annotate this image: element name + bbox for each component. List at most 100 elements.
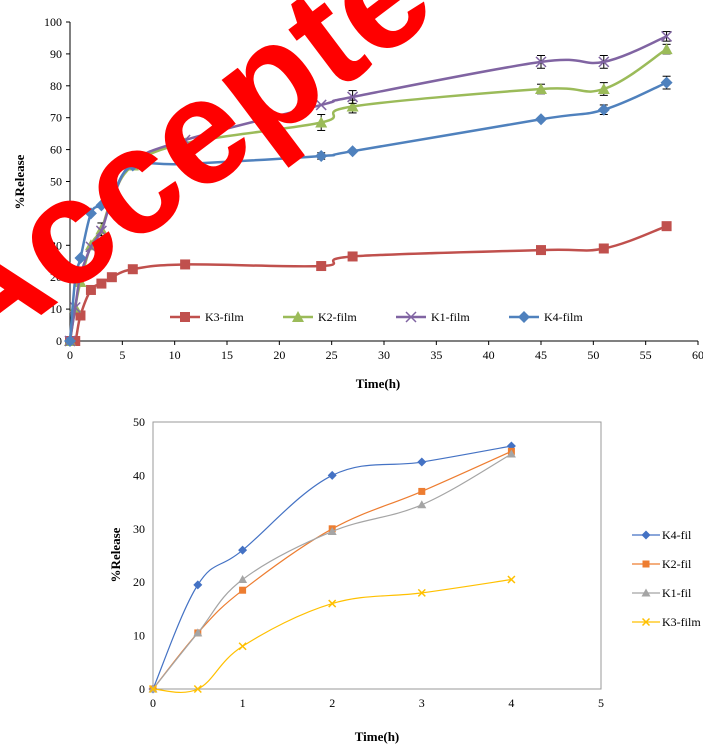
- legend-item-k2-fil: K2-fil: [632, 557, 692, 571]
- x-tick-label: 4: [508, 696, 514, 710]
- legend-label: K3-film: [205, 310, 244, 324]
- marker-stroke: [417, 588, 426, 597]
- chart1-x-ticks: 0 5 10 15 20 25 30 35 40 45 50 55 60: [67, 341, 703, 362]
- release-chart-long-term: 0 10 20 30 40 50 60 70 80 90 100 0 5 10 15 20 25 30 35 40 4…: [12, 15, 703, 391]
- y-tick-label: 0: [56, 334, 62, 348]
- data-point: [74, 252, 87, 265]
- chart2-series: [148, 441, 516, 694]
- chart1-y-axis-title: %Release: [12, 154, 27, 209]
- chart2-y-axis-title: %Release: [108, 527, 123, 582]
- data-point: [661, 221, 672, 232]
- data-point: [327, 470, 337, 480]
- marker-stroke: [507, 575, 516, 584]
- marker-stroke: [328, 599, 337, 608]
- x-tick-label: 10: [169, 348, 181, 362]
- data-point: [506, 449, 516, 458]
- legend-marker: [641, 588, 651, 597]
- data-point: [535, 82, 547, 94]
- y-tick-label: 20: [50, 270, 62, 284]
- marker-stroke: [347, 91, 359, 103]
- data-point: [179, 137, 192, 149]
- data-point: [95, 199, 108, 212]
- x-tick-label: 0: [150, 696, 156, 710]
- legend-marker: [641, 617, 651, 627]
- chart1-legend: K3-film K2-film K1-film K4-film: [170, 310, 583, 324]
- data-point: [660, 76, 673, 89]
- series-line: [152, 445, 512, 690]
- data-point: [193, 580, 203, 590]
- data-point: [347, 251, 358, 262]
- y-tick-label: 20: [133, 575, 145, 589]
- data-point: [660, 43, 673, 55]
- chart2-x-axis-title: Time(h): [355, 729, 400, 744]
- x-tick-label: 5: [598, 696, 604, 710]
- legend-marker: [180, 312, 190, 322]
- data-point: [535, 56, 547, 68]
- data-point: [238, 575, 248, 584]
- data-point: [179, 157, 192, 170]
- data-point: [328, 599, 337, 608]
- marker-stroke: [85, 241, 97, 253]
- data-point: [126, 159, 139, 172]
- data-point: [180, 259, 191, 270]
- y-tick-label: 10: [50, 302, 62, 316]
- x-tick-label: 60: [692, 348, 703, 362]
- x-tick-label: 5: [119, 348, 125, 362]
- y-tick-label: 40: [50, 206, 62, 220]
- y-tick-label: 10: [133, 629, 145, 643]
- marker-stroke: [179, 134, 191, 146]
- chart1-y-ticks: 0 10 20 30 40 50 60 70 80 90 100: [44, 15, 70, 348]
- x-tick-label: 2: [329, 696, 335, 710]
- chart1-series: [64, 30, 673, 347]
- data-point: [315, 116, 328, 128]
- data-point: [316, 261, 327, 272]
- marker-stroke: [148, 684, 158, 694]
- chart2-x-ticks: 0 1 2 3 4 5: [150, 696, 604, 710]
- data-point: [417, 457, 427, 467]
- data-point: [536, 245, 546, 256]
- x-tick-label: 45: [535, 348, 547, 362]
- series-k3-film: [148, 575, 516, 694]
- data-point: [598, 56, 610, 68]
- data-point: [347, 91, 359, 103]
- y-tick-label: 80: [50, 79, 62, 93]
- data-point: [127, 264, 138, 275]
- chart2-legend: K4-fil K2-fil K1-fil K3-film: [632, 528, 701, 629]
- y-tick-label: 40: [133, 468, 145, 482]
- data-point: [85, 241, 97, 253]
- legend-marker: [405, 311, 417, 323]
- x-tick-label: 30: [378, 348, 390, 362]
- marker-stroke: [315, 99, 327, 111]
- legend-item-k1-fil: K1-fil: [632, 586, 692, 600]
- marker-stroke: [193, 684, 202, 694]
- data-point: [85, 284, 96, 295]
- y-tick-label: 50: [133, 415, 145, 429]
- x-tick-label: 25: [326, 348, 338, 362]
- legend-item-k3-film: K3-film: [170, 310, 244, 324]
- chart1-x-axis-title: Time(h): [356, 376, 401, 391]
- legend-marker: [292, 311, 304, 322]
- y-tick-label: 70: [50, 111, 62, 125]
- data-point: [64, 335, 76, 347]
- data-point: [84, 207, 97, 220]
- data-point: [95, 225, 107, 237]
- data-point: [507, 575, 516, 584]
- y-tick-label: 30: [50, 238, 62, 252]
- legend-label: K2-film: [318, 310, 357, 324]
- data-point: [193, 684, 202, 694]
- data-point: [106, 272, 117, 283]
- y-tick-label: 60: [50, 143, 62, 157]
- legend-marker: [641, 530, 651, 540]
- marker-stroke: [661, 30, 673, 42]
- data-point: [69, 272, 82, 285]
- data-point: [315, 99, 327, 111]
- x-tick-label: 50: [587, 348, 599, 362]
- x-tick-label: 20: [273, 348, 285, 362]
- legend-label: K1-fil: [662, 586, 692, 600]
- data-point: [179, 134, 191, 146]
- legend-label: K3-film: [662, 615, 701, 629]
- data-point: [597, 82, 610, 94]
- data-point: [105, 189, 118, 202]
- release-chart-initial: 0 10 20 30 40 50 0 1 2 3 4 5 Time(h) %Release K4-f…: [108, 415, 701, 744]
- legend-label: K2-fil: [662, 557, 692, 571]
